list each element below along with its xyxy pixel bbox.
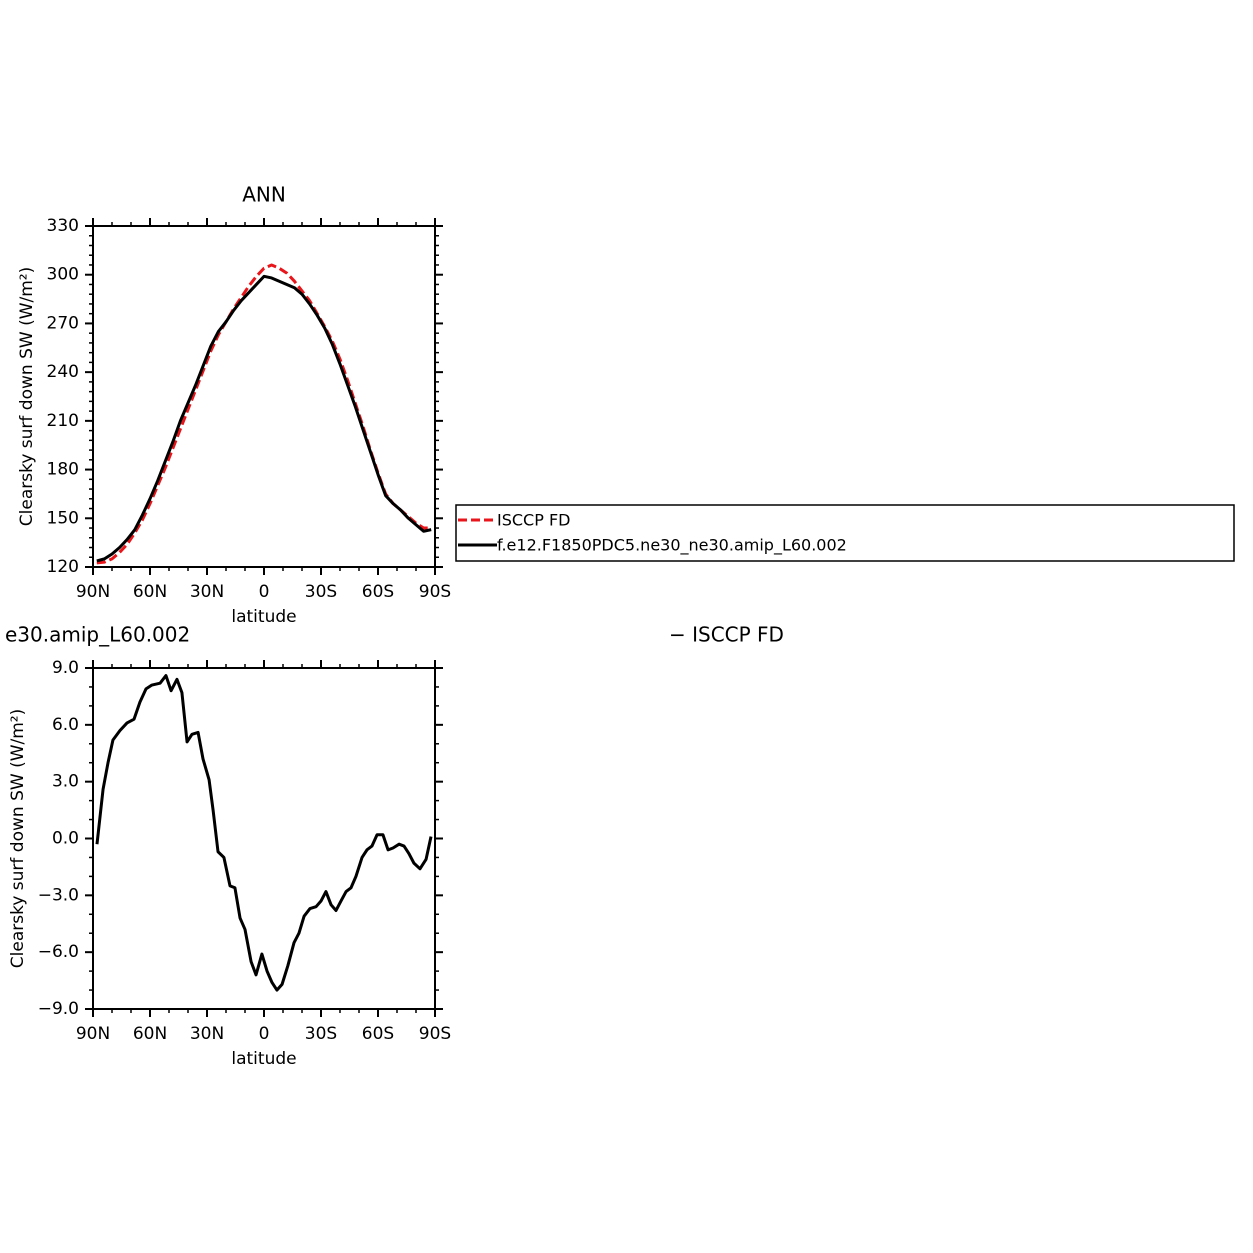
x-tick-label: 90S	[419, 582, 451, 602]
data-line	[96, 263, 432, 565]
y-tick-label: 270	[47, 313, 79, 333]
x-tick-label: 30N	[190, 582, 224, 602]
legend-box	[455, 504, 1235, 562]
y-tick-label: 180	[47, 460, 79, 480]
x-tick-label: 90S	[419, 1024, 451, 1044]
chart-title: ANN	[242, 183, 286, 207]
y-tick-label: 120	[47, 557, 79, 577]
x-tick-label: 0	[259, 1024, 270, 1044]
chart-title-left: e30.amip_L60.002	[5, 623, 190, 647]
y-tick-label: −3.0	[38, 885, 79, 905]
y-tick-label: 330	[47, 216, 79, 236]
x-tick-label: 30S	[305, 1024, 337, 1044]
x-tick-label: 30N	[190, 1024, 224, 1044]
y-axis-label: Clearsky surf down SW (W/m²)	[8, 709, 28, 968]
y-tick-label: 9.0	[52, 658, 79, 678]
legend-label: ISCCP FD	[497, 511, 570, 530]
y-tick-label: 0.0	[52, 829, 79, 849]
y-tick-label: 300	[47, 265, 79, 285]
y-tick-label: 240	[47, 362, 79, 382]
y-tick-label: −9.0	[38, 999, 79, 1019]
x-tick-label: 0	[259, 582, 270, 602]
y-tick-label: 3.0	[52, 772, 79, 792]
x-tick-label: 30S	[305, 582, 337, 602]
x-axis-label: latitude	[231, 1049, 296, 1069]
plot-frame	[92, 225, 436, 568]
x-tick-label: 60N	[133, 1024, 167, 1044]
plot-frame	[92, 667, 436, 1010]
x-tick-label: 60S	[362, 582, 394, 602]
x-tick-label: 90N	[76, 1024, 110, 1044]
y-axis-label: Clearsky surf down SW (W/m²)	[17, 267, 37, 526]
y-tick-label: 210	[47, 411, 79, 431]
data-line	[95, 674, 433, 992]
x-tick-label: 60S	[362, 1024, 394, 1044]
data-line	[96, 274, 432, 563]
x-tick-label: 60N	[133, 582, 167, 602]
y-tick-label: 150	[47, 508, 79, 528]
x-tick-label: 90N	[76, 582, 110, 602]
y-tick-label: 6.0	[52, 715, 79, 735]
y-tick-label: −6.0	[38, 942, 79, 962]
legend-label: f.e12.F1850PDC5.ne30_ne30.amip_L60.002	[497, 536, 847, 556]
x-axis-label: latitude	[231, 607, 296, 627]
chart-title-right: − ISCCP FD	[669, 623, 784, 647]
